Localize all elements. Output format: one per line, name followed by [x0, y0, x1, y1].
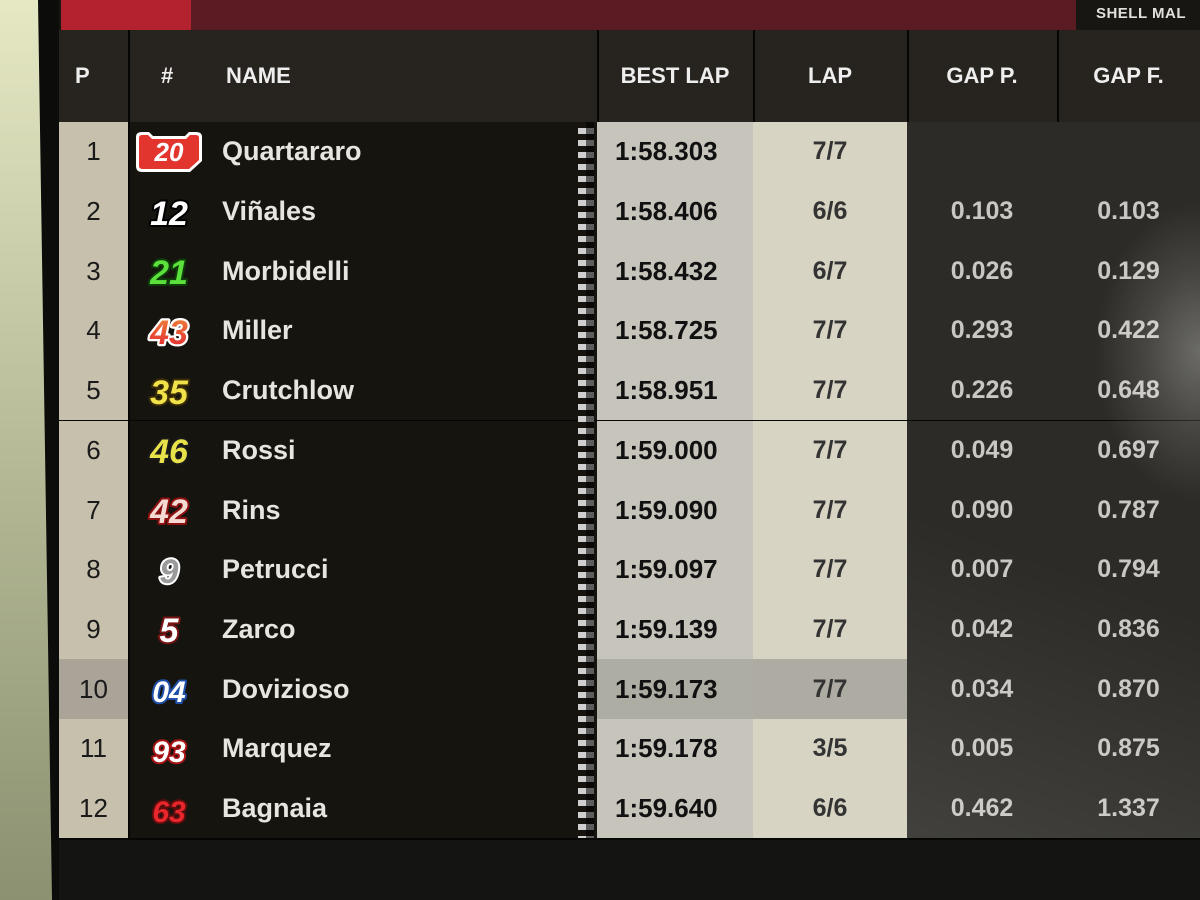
svg-text:9: 9: [160, 553, 179, 591]
svg-text:20: 20: [154, 137, 184, 167]
svg-text:42: 42: [149, 493, 188, 531]
svg-text:93: 93: [152, 736, 186, 769]
svg-text:12: 12: [150, 195, 188, 233]
svg-text:35: 35: [150, 374, 189, 412]
svg-text:63: 63: [152, 796, 186, 829]
svg-text:43: 43: [149, 314, 188, 352]
svg-text:46: 46: [149, 433, 189, 471]
svg-text:21: 21: [149, 254, 188, 292]
svg-text:04: 04: [152, 676, 186, 709]
svg-text:5: 5: [160, 612, 180, 650]
